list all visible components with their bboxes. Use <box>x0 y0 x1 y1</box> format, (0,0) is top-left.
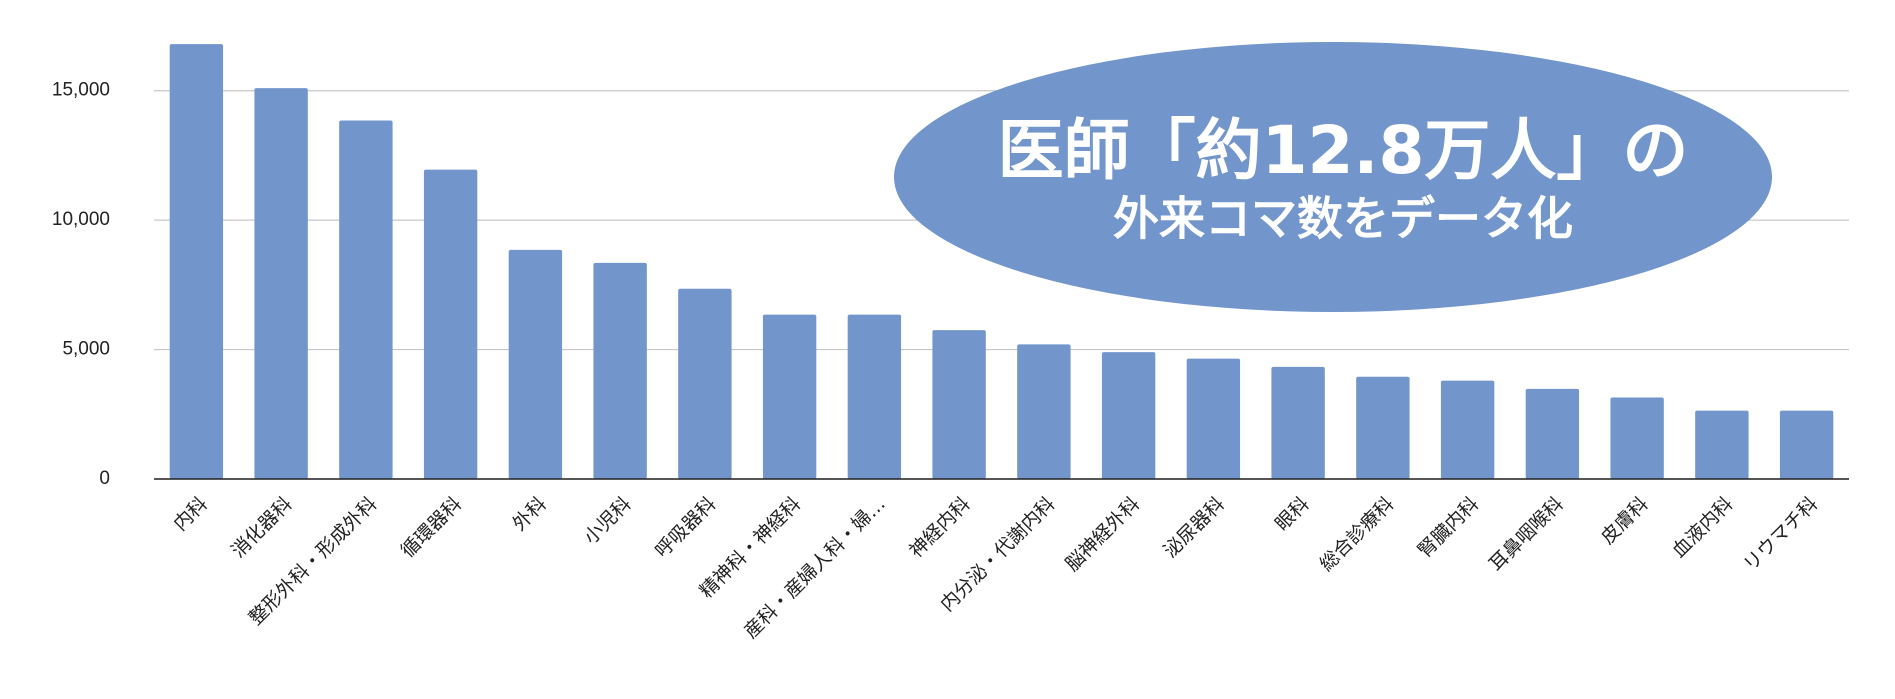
bar <box>1101 352 1156 479</box>
bar <box>1525 388 1580 479</box>
bar <box>762 314 817 479</box>
x-tick-label: 循環器科 <box>397 493 466 562</box>
x-tick-label: 皮膚科 <box>1597 493 1653 549</box>
annotation-bubble <box>894 42 1772 312</box>
y-tick-label: 15,000 <box>52 80 110 101</box>
bar <box>423 169 478 479</box>
bar <box>678 288 732 479</box>
bar <box>593 262 647 479</box>
y-tick-label: 5,000 <box>62 339 110 360</box>
bar <box>508 249 563 479</box>
x-tick-label: 産科・産婦人科・婦… <box>740 493 890 643</box>
x-tick-label: 眼科 <box>1271 493 1313 535</box>
x-tick-label: 耳鼻咽喉科 <box>1485 493 1568 576</box>
bar <box>1695 410 1749 479</box>
x-tick-label: 小児科 <box>580 493 636 549</box>
annotation-text: 外来コマ数をデータ化 <box>1113 192 1573 246</box>
bar <box>254 88 308 479</box>
bar <box>1440 380 1495 479</box>
x-tick-label: 消化器科 <box>227 493 296 562</box>
bar <box>1017 344 1071 479</box>
annotation-text: 医師「約12.8万人」の <box>998 112 1689 189</box>
bar <box>1610 397 1664 479</box>
x-tick-label: 脳神経外科 <box>1061 493 1144 576</box>
y-tick-label: 0 <box>99 468 110 489</box>
bar <box>1779 410 1834 479</box>
bar <box>169 44 224 480</box>
bar <box>847 314 902 479</box>
x-tick-label: 外科 <box>508 493 550 535</box>
bar <box>339 120 393 480</box>
x-tick-label: 腎臓内科 <box>1414 493 1483 562</box>
x-tick-label: 神経内科 <box>905 493 974 562</box>
x-tick-label: 総合診療科 <box>1316 493 1399 576</box>
bar <box>1271 366 1325 479</box>
x-tick-label: 血液内科 <box>1668 493 1737 562</box>
bar <box>1356 376 1410 479</box>
x-tick-label: 内科 <box>169 493 211 535</box>
bar <box>932 330 986 479</box>
x-tick-label: 泌尿器科 <box>1159 493 1228 562</box>
bar <box>1186 358 1241 479</box>
x-tick-label: リウマチ科 <box>1739 493 1822 576</box>
y-tick-label: 10,000 <box>52 209 110 230</box>
x-tick-label: 呼吸器科 <box>651 493 720 562</box>
